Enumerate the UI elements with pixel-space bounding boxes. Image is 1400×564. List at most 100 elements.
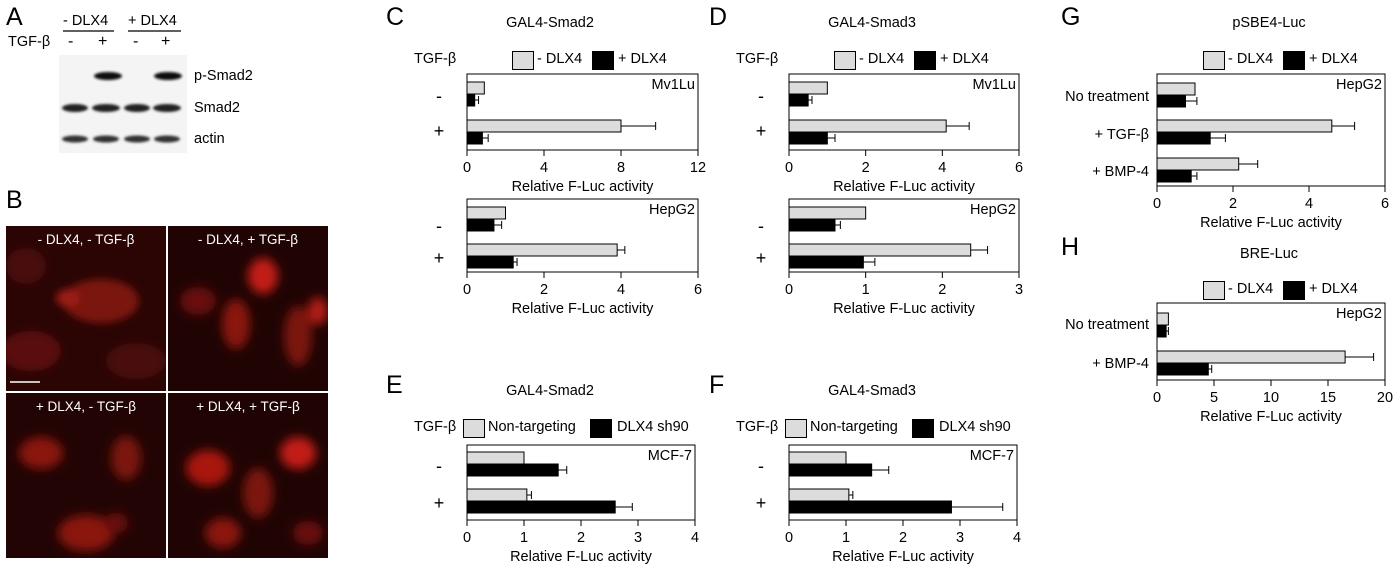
panel-label-g: G [1061,3,1081,31]
bar-d-bottom-light-1 [788,243,972,257]
bar-g-dark-2 [1156,169,1192,183]
blot-treatment-label: TGF-β [8,34,51,50]
x-axis-label-f: Relative F-Luc activity [832,549,975,564]
legend-swatch-light [785,419,807,438]
category-label-c-top-0: - [436,86,442,106]
legend-label-non-targeting: Non-targeting [488,419,576,435]
legend-label-minus-dlx4: - DLX4 [1228,51,1274,67]
legend-label-non-targeting: Non-targeting [810,419,898,435]
panel-label-a: A [6,3,23,31]
legend-swatch-light [512,51,534,70]
x-tick-label-c-top-12: 12 [690,160,706,176]
panel-title-e: GAL4-Smad2 [506,383,594,399]
bar-c-bottom-dark-0 [466,218,495,232]
x-tick-label-e-2: 2 [577,530,585,546]
legend-label-dlx4-sh90: DLX4 sh90 [939,419,1011,435]
x-tick-label-c-top-0: 0 [463,160,471,176]
category-label-e-1: + [434,493,445,513]
bar-f-dark-0 [788,463,873,477]
cell-line-label-c-top: Mv1Lu [651,77,695,93]
panel-title-h: BRE-Luc [1239,246,1299,262]
micrograph-cells-2 [180,258,328,366]
bar-e-dark-0 [466,463,559,477]
micrograph-caption-1: - DLX4, - TGF-β [37,232,135,247]
x-tick-label-g-4: 4 [1305,196,1313,212]
bar-e-light-1 [466,488,528,502]
legend-label-minus-dlx4: - DLX4 [537,51,583,67]
panel-label-d: D [709,3,728,31]
x-tick-label-c-bottom-0: 0 [463,282,471,298]
x-tick-label-d-top-2: 2 [862,160,870,176]
category-label-g-0: No treatment [1065,89,1149,105]
x-tick-label-c-bottom-4: 4 [617,282,625,298]
bar-g-light-0 [1156,82,1196,96]
legend-swatch-dark [590,419,612,438]
plot-frame-d-top [788,73,1020,151]
x-tick-label-d-bottom-3: 3 [1015,282,1023,298]
bar-g-light-2 [1156,157,1240,171]
treatment-label-e: TGF-β [414,419,457,435]
x-tick-label-f-4: 4 [1013,530,1021,546]
bar-c-bottom-dark-1 [466,255,514,269]
category-label-d-top-0: - [758,86,764,106]
x-tick-label-f-0: 0 [785,530,793,546]
legend-label-dlx4-sh90: DLX4 sh90 [617,419,689,435]
bar-h-dark-1 [1156,362,1209,376]
category-label-g-1: + TGF-β [1095,127,1149,143]
panel-label-b: B [6,186,23,214]
cell-line-label-e: MCF-7 [648,448,692,464]
x-tick-label-g-2: 2 [1229,196,1237,212]
cell-line-label-f: MCF-7 [970,448,1014,464]
category-label-c-bottom-0: - [436,216,442,236]
bar-g-dark-1 [1156,131,1211,145]
legend-swatch-dark [592,51,614,70]
micrograph-caption-4: + DLX4, + TGF-β [196,399,300,414]
legend-label-minus-dlx4: - DLX4 [1228,281,1274,297]
micrograph-cells-4 [186,437,323,548]
x-tick-label-d-bottom-1: 1 [862,282,870,298]
panel-label-c: C [386,3,405,31]
x-tick-label-h-5: 5 [1210,390,1218,406]
x-tick-label-d-bottom-2: 2 [938,282,946,298]
x-tick-label-c-bottom-2: 2 [540,282,548,298]
band-label-smad2: Smad2 [194,100,240,116]
x-tick-label-c-top-4: 4 [540,160,548,176]
x-tick-label-f-3: 3 [956,530,964,546]
category-label-d-bottom-0: - [758,216,764,236]
band-label-p-smad2: p-Smad2 [194,68,253,84]
bar-g-dark-0 [1156,94,1186,108]
bar-h-light-1 [1156,350,1346,364]
x-tick-label-c-bottom-6: 6 [694,282,702,298]
bar-f-light-1 [788,488,850,502]
legend-swatch-dark [1283,51,1305,70]
legend-label-plus-dlx4: + DLX4 [1309,281,1358,297]
x-tick-label-g-6: 6 [1381,196,1389,212]
bar-d-bottom-dark-0 [788,218,836,232]
cell-line-label-d-top: Mv1Lu [972,77,1016,93]
bar-c-bottom-light-0 [466,206,506,220]
micrograph-minus-dlx4-minus-tgfb: - DLX4, - TGF-β [6,226,166,391]
legend-swatch-dark [914,51,936,70]
x-tick-label-g-0: 0 [1153,196,1161,212]
micrograph-cells-1 [6,248,166,379]
legend-label-minus-dlx4: - DLX4 [859,51,905,67]
blot-group-plus-dlx4: + DLX4 [128,13,177,29]
legend-swatch-light [463,419,485,438]
bar-d-bottom-dark-1 [788,255,864,269]
legend-swatch-dark [912,419,934,438]
x-tick-label-h-10: 10 [1263,390,1279,406]
category-label-f-0: - [758,456,764,476]
x-tick-label-d-top-4: 4 [938,160,946,176]
blot-sign-4: + [161,33,171,50]
bar-c-top-light-1 [466,119,622,133]
bar-d-top-light-1 [788,119,947,133]
bar-g-light-1 [1156,119,1333,133]
bar-c-top-dark-0 [466,93,476,107]
legend-swatch-light [1203,281,1225,300]
band-label-actin: actin [194,131,225,147]
panel-title-g: pSBE4-Luc [1232,15,1306,31]
x-tick-label-e-1: 1 [520,530,528,546]
micrograph-caption-2: - DLX4, + TGF-β [197,232,299,247]
blot-sign-2: + [98,33,108,50]
category-label-d-bottom-1: + [756,248,767,268]
